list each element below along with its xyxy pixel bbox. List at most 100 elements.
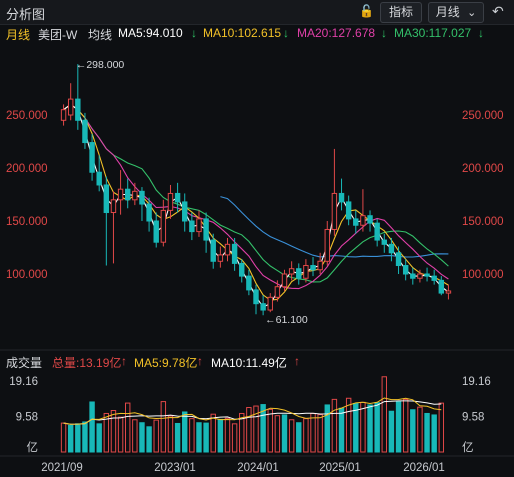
ma30-value: MA30:117.027 — [394, 26, 472, 40]
candle — [438, 276, 445, 296]
candle — [303, 259, 309, 283]
candle-body — [410, 273, 416, 279]
high-annotation: ←298.000 — [76, 59, 125, 71]
price-tick-left: 100.000 — [6, 269, 48, 281]
ma10-value: MA10:102.615 — [203, 26, 282, 40]
price-tick-left: 200.000 — [6, 163, 48, 175]
volume-bar — [367, 404, 373, 453]
volume-bar — [174, 422, 181, 453]
volume-bar — [324, 404, 330, 453]
volume-bar — [281, 414, 288, 453]
candle-body — [67, 98, 74, 116]
candle-body — [417, 273, 423, 279]
candle-body — [174, 192, 181, 203]
candle — [239, 259, 245, 283]
volume-bar — [417, 406, 423, 453]
ma5-arrow: ↓ — [191, 26, 197, 40]
candle-body — [189, 220, 195, 233]
candle — [374, 218, 380, 247]
volume-title: 成交量 — [6, 356, 43, 370]
volume-ma10-line — [63, 400, 442, 425]
candle — [117, 170, 124, 215]
volume-bar — [424, 412, 430, 453]
candle — [167, 184, 174, 219]
candle-body — [317, 260, 323, 271]
period-select[interactable]: 月线 ⌄ — [428, 2, 484, 23]
candle-body — [310, 265, 316, 271]
candle — [296, 263, 302, 285]
candle-body — [274, 286, 281, 298]
candle — [338, 178, 345, 211]
candle-body — [103, 184, 110, 214]
volume-ma5: MA5:9.78亿 — [134, 356, 198, 370]
volume-bar — [231, 423, 238, 453]
low-annotation: ←61.100 — [265, 314, 308, 326]
volume-total-arrow: ↑ — [121, 354, 127, 368]
candle — [210, 233, 216, 269]
candle-body — [288, 268, 295, 275]
ma30-line — [63, 103, 449, 283]
ma10-line — [63, 103, 449, 301]
candle — [253, 284, 259, 315]
candle — [96, 155, 102, 192]
candle-body — [402, 265, 409, 275]
volume-ma5-arrow: ↑ — [197, 354, 203, 368]
candle-body — [224, 243, 231, 256]
volume-bar — [253, 405, 259, 453]
candle-body — [431, 275, 437, 281]
candle — [231, 237, 238, 271]
candle-body — [160, 209, 167, 243]
volume-ma10: MA10:11.49亿 — [211, 356, 287, 370]
candle-body — [438, 279, 445, 294]
candle — [395, 246, 402, 274]
price-tick-left: 150.000 — [6, 216, 48, 228]
candle-body — [424, 273, 430, 277]
candle-body — [60, 109, 67, 121]
volume-ma10-arrow: ↑ — [294, 354, 300, 368]
candle — [410, 267, 416, 285]
candle-body — [82, 119, 88, 144]
ma10-arrow: ↓ — [283, 26, 289, 40]
price-tick-right: 100.000 — [462, 269, 504, 281]
candle — [345, 195, 352, 226]
candle — [82, 112, 88, 149]
candle — [317, 252, 323, 274]
lock-icon[interactable]: 🔓 — [359, 4, 374, 18]
volume-tick-left: 9.58 — [16, 412, 38, 424]
volume-bar — [146, 426, 152, 453]
volume-bar — [203, 422, 209, 453]
volume-bar — [139, 422, 145, 453]
candle-body — [445, 290, 452, 294]
candle-body — [267, 296, 273, 311]
price-tick-right: 250.000 — [462, 110, 504, 122]
candle-body — [153, 220, 159, 243]
candle-body — [182, 201, 188, 222]
undo-icon[interactable]: ↶ — [492, 3, 504, 19]
candle — [75, 64, 81, 130]
x-tick-label: 2024/01 — [237, 462, 279, 474]
candle-body — [388, 243, 395, 254]
volume-bar — [274, 415, 281, 453]
volume-bar — [310, 412, 316, 453]
volume-bar — [182, 411, 188, 453]
candle-body — [260, 303, 266, 311]
candle — [124, 178, 131, 209]
stock-name: 美团-W — [38, 28, 78, 42]
volume-bar — [67, 424, 74, 453]
candle-body — [246, 275, 252, 291]
candle-body — [110, 199, 117, 214]
panel-title: 分析图 — [6, 7, 46, 22]
volume-bar — [110, 409, 117, 453]
volume-bar — [196, 422, 202, 453]
price-tick-right: 200.000 — [462, 163, 504, 175]
period-label[interactable]: 月线 — [6, 28, 31, 42]
candle — [381, 233, 388, 253]
ma-label[interactable]: 均线 — [88, 28, 113, 42]
indicator-button[interactable]: 指标 — [380, 2, 422, 23]
candle — [260, 295, 266, 316]
candle — [60, 104, 67, 126]
candle — [310, 257, 316, 277]
volume-bar — [239, 412, 245, 453]
candle — [353, 210, 359, 234]
